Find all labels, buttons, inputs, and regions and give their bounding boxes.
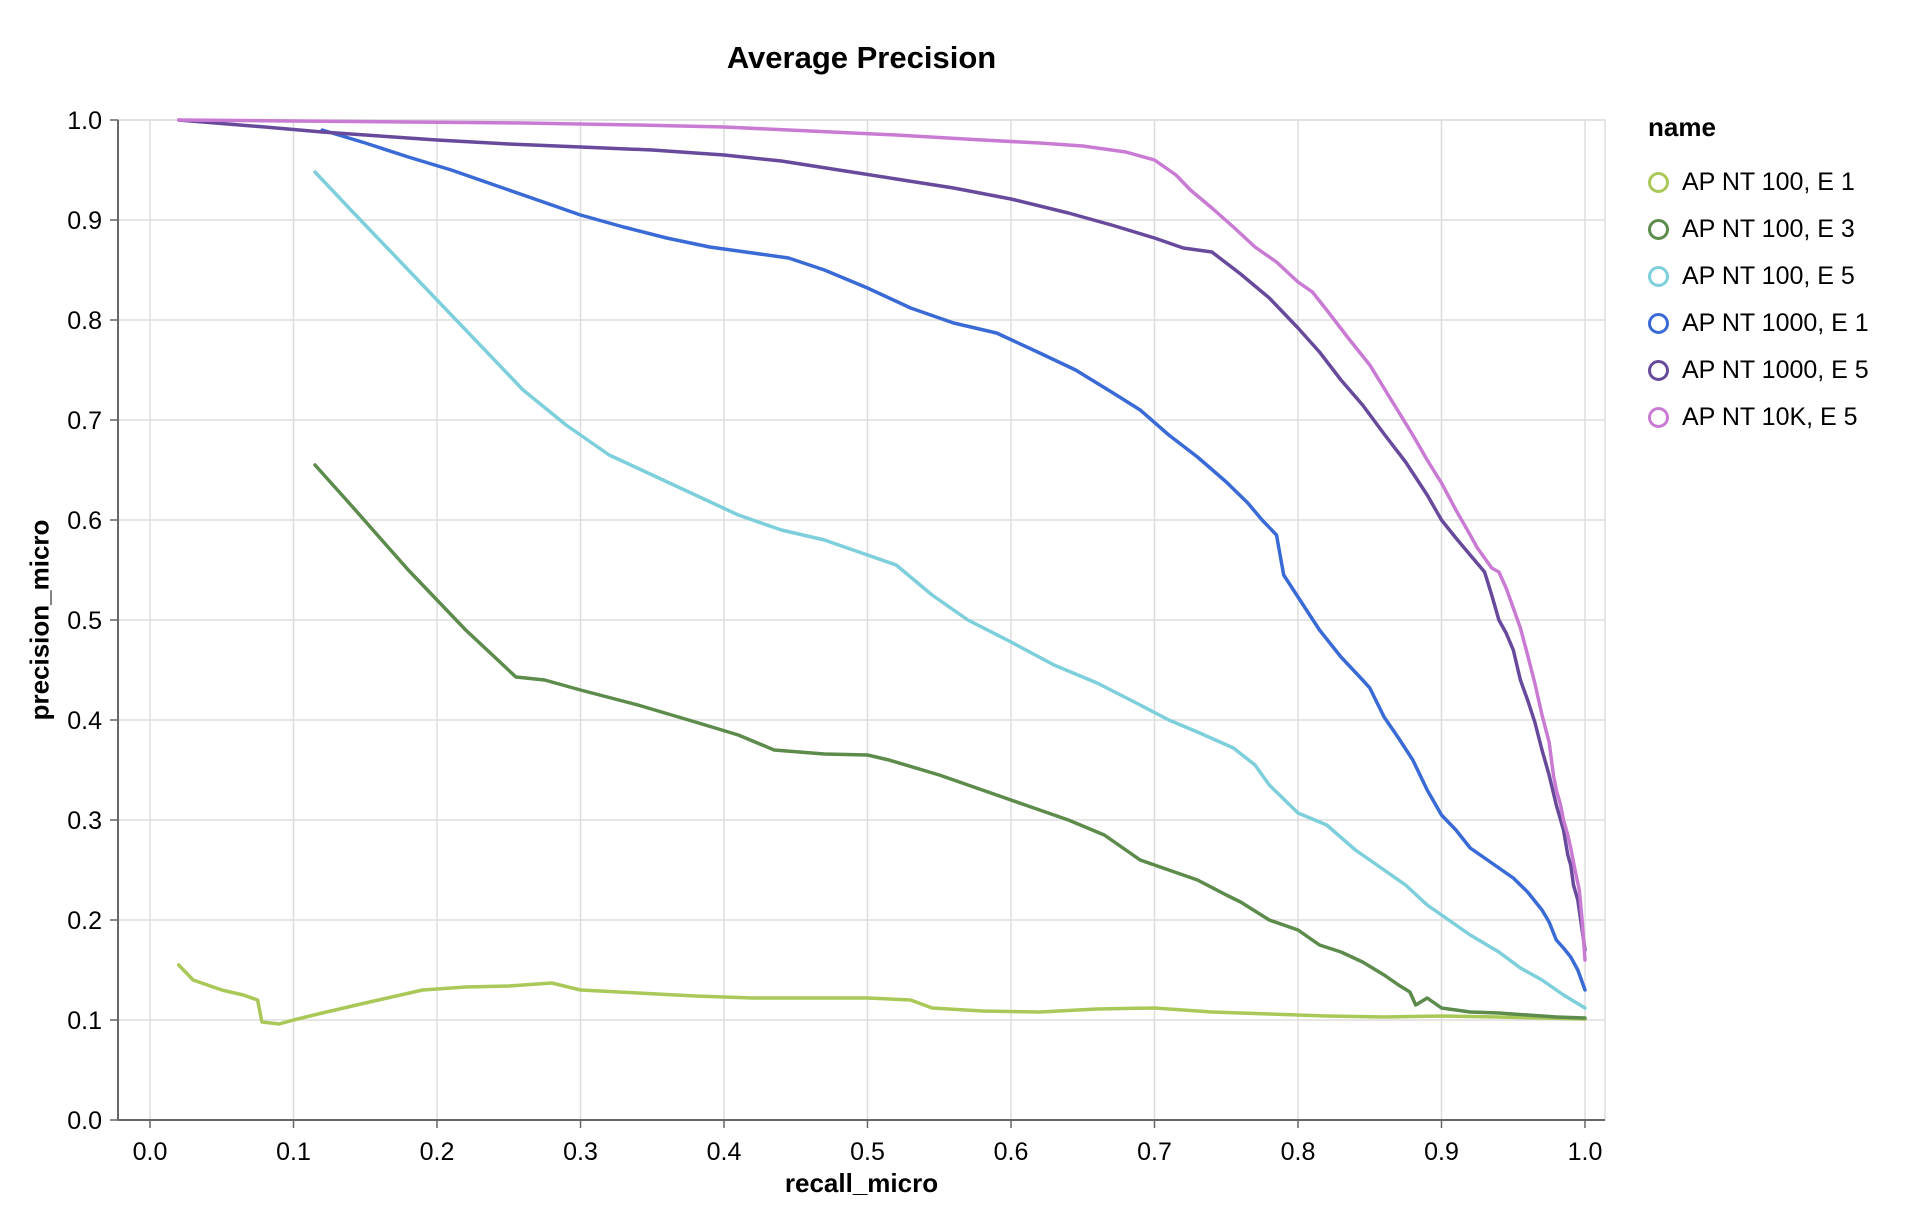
x-tick-label: 0.5: [850, 1138, 885, 1166]
legend-item: AP NT 1000, E 5: [1648, 347, 1869, 394]
legend-item: AP NT 10K, E 5: [1648, 394, 1869, 441]
series-line-3: [320, 128, 1587, 992]
x-tick-label: 1.0: [1568, 1138, 1603, 1166]
x-axis-title: recall_micro: [784, 1168, 939, 1198]
legend-circle-icon: [1648, 407, 1669, 428]
legend-item: AP NT 100, E 1: [1648, 159, 1869, 206]
legend-circle-icon: [1648, 266, 1669, 287]
y-tick-label: 0.5: [67, 607, 102, 635]
series-line-0: [176, 963, 1587, 1026]
y-tick-label: 0.4: [67, 707, 102, 735]
legend-circle-icon: [1648, 360, 1669, 381]
x-tick-label: 0.1: [276, 1138, 311, 1166]
x-tick-label: 0.9: [1424, 1138, 1459, 1166]
legend-item: AP NT 100, E 5: [1648, 253, 1869, 300]
y-tick-label: 0.0: [67, 1107, 102, 1135]
legend: name AP NT 100, E 1 AP NT 100, E 3 AP NT 1…: [1648, 112, 1869, 441]
y-tick-label: 0.9: [67, 207, 102, 235]
series-line-2: [313, 170, 1587, 1010]
series-line-4: [176, 118, 1587, 952]
x-tick-label: 0.4: [707, 1138, 742, 1166]
legend-item-label: AP NT 100, E 3: [1682, 215, 1855, 243]
legend-item: AP NT 100, E 3: [1648, 206, 1869, 253]
x-tick-label: 0.0: [133, 1138, 168, 1166]
legend-item-label: AP NT 10K, E 5: [1682, 403, 1858, 431]
x-tick-label: 0.8: [1281, 1138, 1316, 1166]
x-tick-label: 0.6: [994, 1138, 1029, 1166]
legend-item-label: AP NT 100, E 1: [1682, 168, 1855, 196]
y-tick-label: 1.0: [67, 107, 102, 135]
legend-item-label: AP NT 1000, E 5: [1682, 356, 1869, 384]
y-tick-label: 0.7: [67, 407, 102, 435]
y-tick-label: 0.1: [67, 1007, 102, 1035]
legend-title: name: [1648, 112, 1716, 142]
legend-item: AP NT 1000, E 1: [1648, 300, 1869, 347]
y-tick-label: 0.2: [67, 907, 102, 935]
chart-title: Average Precision: [726, 40, 997, 75]
legend-circle-icon: [1648, 313, 1669, 334]
y-tick-label: 0.8: [67, 307, 102, 335]
x-tick-label: 0.7: [1137, 1138, 1172, 1166]
y-tick-label: 0.6: [67, 507, 102, 535]
x-tick-label: 0.3: [563, 1138, 598, 1166]
y-axis-title: precision_micro: [24, 519, 55, 721]
legend-item-label: AP NT 100, E 5: [1682, 262, 1855, 290]
y-tick-label: 0.3: [67, 807, 102, 835]
series-line-5: [176, 118, 1587, 962]
legend-item-label: AP NT 1000, E 1: [1682, 309, 1869, 337]
x-tick-label: 0.2: [420, 1138, 455, 1166]
legend-items: AP NT 100, E 1 AP NT 100, E 3 AP NT 100, E…: [1648, 159, 1869, 441]
legend-circle-icon: [1648, 219, 1669, 240]
legend-circle-icon: [1648, 172, 1669, 193]
series-line-1: [313, 463, 1587, 1020]
